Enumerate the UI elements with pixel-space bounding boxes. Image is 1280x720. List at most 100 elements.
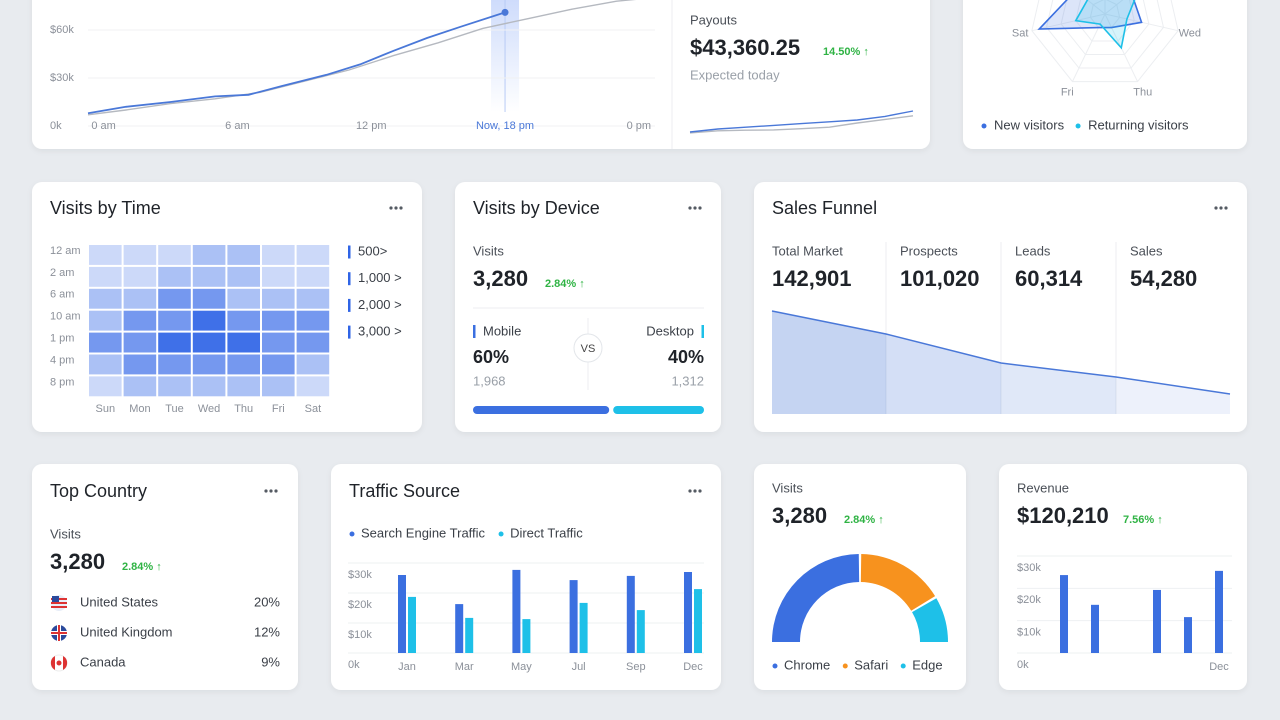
- stage-value: 54,280: [1130, 266, 1197, 291]
- x-tick-label: 0 pm: [627, 120, 651, 132]
- heat-cell: [123, 310, 157, 331]
- radar-spoke: [1031, 13, 1106, 32]
- stage-value: 60,314: [1015, 266, 1083, 291]
- bar: [636, 610, 645, 653]
- vs: VS: [581, 343, 596, 355]
- label: Visits: [473, 243, 504, 258]
- heat-cell: [262, 354, 295, 375]
- stage-value: 101,020: [900, 266, 980, 291]
- legend-swatch: [348, 272, 351, 286]
- axis-label: Thu: [1133, 86, 1152, 98]
- value: $120,210: [1017, 503, 1109, 528]
- heat-cell: [192, 332, 226, 353]
- gauge-segment: [912, 598, 949, 642]
- bar: [522, 619, 531, 653]
- label: Mobile: [483, 323, 521, 338]
- heat-cell: [192, 245, 226, 265]
- legend-label: Safari: [854, 657, 888, 672]
- legend-label: Direct Traffic: [510, 525, 583, 540]
- heat-cell: [158, 310, 191, 331]
- heat-cell: [227, 354, 260, 375]
- heat-cell: [262, 245, 295, 265]
- card: [455, 182, 721, 432]
- line: [87, 11, 506, 115]
- country: United States: [80, 594, 159, 609]
- legend-dot: [772, 663, 778, 669]
- sparkline: [689, 115, 914, 134]
- change: 2.84% ↑: [844, 514, 884, 526]
- note: Expected today: [690, 67, 780, 82]
- row-label: 10 am: [50, 311, 81, 323]
- label: Visits: [50, 526, 81, 541]
- card: [963, 0, 1247, 149]
- heat-cell: [123, 288, 157, 309]
- change: 7.56% ↑: [1123, 514, 1163, 526]
- heat-cell: [192, 376, 226, 397]
- heat-cell: [296, 245, 330, 265]
- legend-swatch: [348, 325, 351, 339]
- heat-cell: [158, 354, 191, 375]
- heat-cell: [227, 332, 260, 353]
- bar: [684, 572, 692, 653]
- change: 2.84% ↑: [545, 278, 585, 290]
- radar-grid: [1031, 0, 1179, 83]
- x-tick-label: Dec: [683, 661, 703, 673]
- value: 40%: [668, 347, 704, 367]
- value: 3,280: [772, 503, 827, 528]
- heat-cell: [123, 245, 157, 265]
- x-tick-label: 12 pm: [356, 120, 387, 132]
- card: [999, 464, 1247, 690]
- funnel-area: [1116, 377, 1230, 414]
- row-label: 1 pm: [50, 333, 74, 345]
- heat-cell: [227, 376, 260, 397]
- gauge-segment: [860, 554, 936, 611]
- y-tick-label: $20k: [1017, 594, 1041, 606]
- legend-label: 2,000 >: [358, 297, 402, 312]
- card: [32, 0, 930, 149]
- radar-grid: [1060, 0, 1150, 56]
- column-label: Sun: [96, 403, 116, 415]
- heat-cell: [89, 245, 122, 265]
- share: 12%: [254, 624, 280, 639]
- heat-cell: [296, 310, 330, 331]
- label: Desktop: [646, 323, 694, 338]
- axis-label: Wed: [1179, 27, 1201, 39]
- radar-spoke: [1072, 13, 1106, 82]
- legend-dot: [842, 663, 848, 669]
- country: United Kingdom: [80, 624, 173, 639]
- heat-cell: [158, 245, 191, 265]
- bar: [1215, 570, 1223, 653]
- column-label: Thu: [234, 403, 253, 415]
- card-title: Sales Funnel: [772, 198, 877, 218]
- heat-cell: [227, 310, 260, 331]
- bar: [465, 617, 474, 653]
- y-tick-label: 0k: [348, 659, 360, 671]
- heat-cell: [296, 354, 330, 375]
- x-tick-label: Now, 18 pm: [476, 120, 534, 132]
- legend-swatch: [473, 325, 476, 338]
- axis-label: Sat: [1012, 27, 1029, 39]
- sparkline: [689, 110, 914, 133]
- card-title: Visits by Time: [50, 198, 161, 218]
- heat-cell: [262, 288, 295, 309]
- x-tick-label: 0 am: [91, 120, 115, 132]
- legend-label: Edge: [912, 657, 942, 672]
- row-label: 6 am: [50, 289, 74, 301]
- radar-area: [1074, 0, 1136, 50]
- bar: [694, 589, 702, 653]
- radar-grid: [1045, 0, 1165, 69]
- row-label: 2 am: [50, 267, 74, 279]
- value: 3,280: [473, 266, 528, 291]
- card: [754, 464, 966, 690]
- heat-cell: [296, 376, 330, 397]
- menu-icon[interactable]: [264, 206, 1228, 493]
- heat-cell: [296, 266, 330, 287]
- gauge-segment: [772, 554, 860, 642]
- row-label: 12 am: [50, 245, 81, 257]
- row-label: 8 pm: [50, 376, 74, 388]
- y-tick-label: $20k: [348, 599, 372, 611]
- y-tick-label: $60k: [50, 24, 74, 36]
- x-tick-label: May: [511, 661, 532, 673]
- y-tick-label: 0k: [50, 120, 62, 132]
- x-tick-label: Sep: [626, 661, 646, 673]
